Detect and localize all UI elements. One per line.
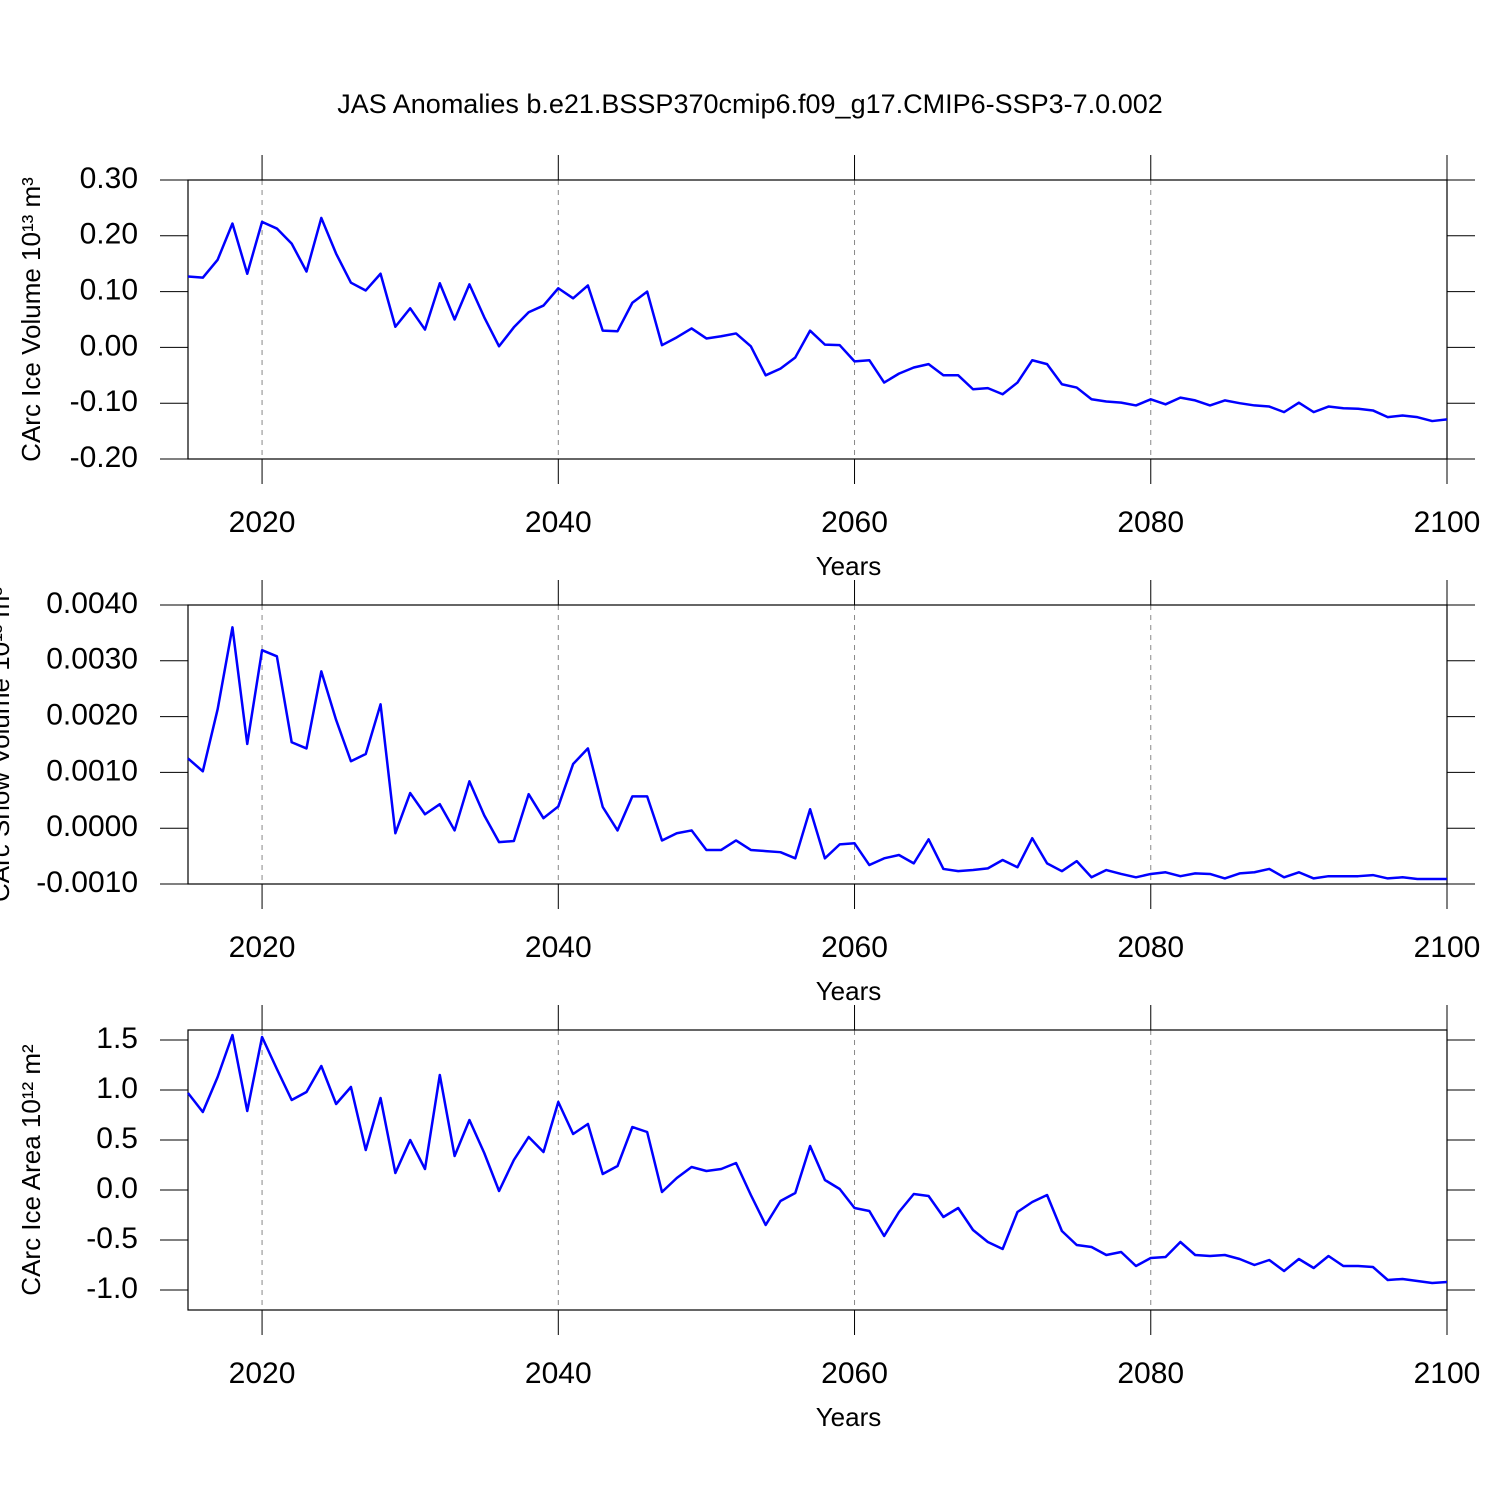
y-tick-label: 0.0000 bbox=[46, 810, 138, 843]
x-axis-title: Years bbox=[816, 551, 882, 581]
x-tick-label: 2020 bbox=[229, 506, 296, 539]
plot-frame bbox=[187, 179, 1448, 460]
y-axis-title: CArc Ice Volume 10¹³ m³ bbox=[16, 177, 46, 462]
chart-title: JAS Anomalies b.e21.BSSP370cmip6.f09_g17… bbox=[337, 89, 1163, 119]
x-tick-label: 2080 bbox=[1117, 506, 1184, 539]
data-line bbox=[187, 1033, 1448, 1285]
x-tick-label: 2020 bbox=[229, 1357, 296, 1390]
y-tick-label: 0.30 bbox=[80, 162, 138, 195]
x-tick-label: 2080 bbox=[1117, 1357, 1184, 1390]
plot-frame bbox=[187, 1029, 1448, 1311]
x-tick-label: 2020 bbox=[229, 931, 296, 964]
plot-frame bbox=[187, 604, 1448, 885]
x-tick-label: 2080 bbox=[1117, 931, 1184, 964]
x-tick-label: 2040 bbox=[525, 931, 592, 964]
y-tick-label: 0.10 bbox=[80, 274, 138, 307]
y-tick-label: -1.0 bbox=[86, 1272, 138, 1305]
y-tick-label: 0.00 bbox=[80, 329, 138, 362]
x-tick-label: 2100 bbox=[1414, 506, 1481, 539]
y-tick-label: 1.5 bbox=[96, 1022, 138, 1055]
y-tick-label: 1.0 bbox=[96, 1072, 138, 1105]
x-tick-label: 2040 bbox=[525, 506, 592, 539]
y-axis-title: CArc Ice Area 10¹² m² bbox=[16, 1044, 46, 1296]
x-tick-label: 2100 bbox=[1414, 931, 1481, 964]
y-tick-label: 0.0030 bbox=[46, 643, 138, 676]
y-tick-label: 0.0 bbox=[96, 1172, 138, 1205]
y-tick-label: 0.0010 bbox=[46, 754, 138, 787]
y-axis-title: CArc Snow Volume 10¹³ m³ bbox=[0, 587, 15, 902]
x-tick-label: 2100 bbox=[1414, 1357, 1481, 1390]
y-tick-label: 0.5 bbox=[96, 1122, 138, 1155]
x-tick-label: 2040 bbox=[525, 1357, 592, 1390]
x-tick-label: 2060 bbox=[821, 506, 888, 539]
y-tick-label: -0.20 bbox=[70, 441, 138, 474]
data-line bbox=[187, 216, 1448, 423]
x-axis-title: Years bbox=[816, 976, 882, 1006]
x-axis-title: Years bbox=[816, 1402, 882, 1432]
x-tick-label: 2060 bbox=[821, 1357, 888, 1390]
y-tick-label: 0.0020 bbox=[46, 699, 138, 732]
x-tick-label: 2060 bbox=[821, 931, 888, 964]
y-tick-label: 0.20 bbox=[80, 218, 138, 251]
y-tick-label: -0.10 bbox=[70, 385, 138, 418]
y-tick-label: -0.5 bbox=[86, 1222, 138, 1255]
data-line bbox=[187, 626, 1447, 881]
y-tick-label: 0.0040 bbox=[46, 587, 138, 620]
y-tick-label: -0.0010 bbox=[36, 866, 138, 899]
